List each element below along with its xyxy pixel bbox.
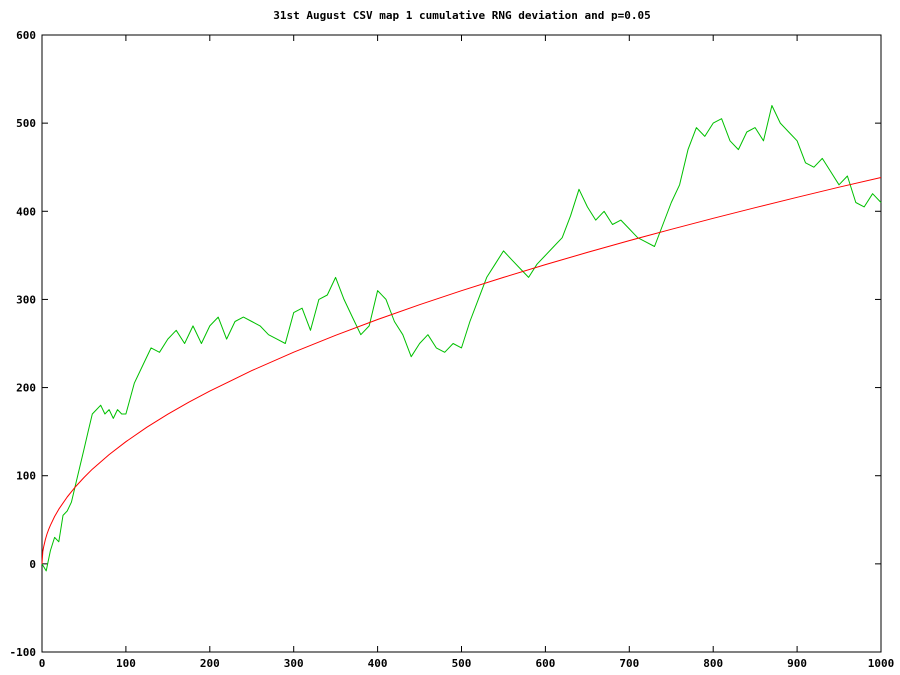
y-tick-label: -100 — [10, 646, 37, 659]
x-tick-label: 300 — [284, 657, 304, 670]
x-tick-label: 600 — [535, 657, 555, 670]
y-tick-label: 200 — [16, 382, 36, 395]
y-axis-tick-labels: -100 0 100 200 300 400 500 600 — [10, 29, 37, 659]
x-tick-label: 0 — [39, 657, 46, 670]
axis-ticks — [41, 34, 882, 653]
series-line-2 — [41, 177, 882, 564]
x-tick-label: 700 — [619, 657, 639, 670]
x-tick-label: 900 — [787, 657, 807, 670]
x-tick-label: 1000 — [868, 657, 895, 670]
x-tick-label: 100 — [116, 657, 136, 670]
x-axis-tick-labels: 0 100 200 300 400 500 600 700 800 900 1000 — [39, 657, 895, 670]
y-tick-label: 500 — [16, 117, 36, 130]
series-layer — [41, 105, 882, 572]
series-line-1 — [41, 105, 882, 572]
x-tick-label: 800 — [703, 657, 723, 670]
chart-title: 31st August CSV map 1 cumulative RNG dev… — [273, 9, 651, 22]
x-tick-label: 200 — [200, 657, 220, 670]
x-tick-label: 400 — [368, 657, 388, 670]
y-tick-label: 300 — [16, 293, 36, 306]
y-tick-label: 600 — [16, 29, 36, 42]
y-tick-label: 400 — [16, 205, 36, 218]
y-tick-label: 100 — [16, 470, 36, 483]
y-tick-label: 0 — [29, 558, 36, 571]
x-tick-label: 500 — [452, 657, 472, 670]
